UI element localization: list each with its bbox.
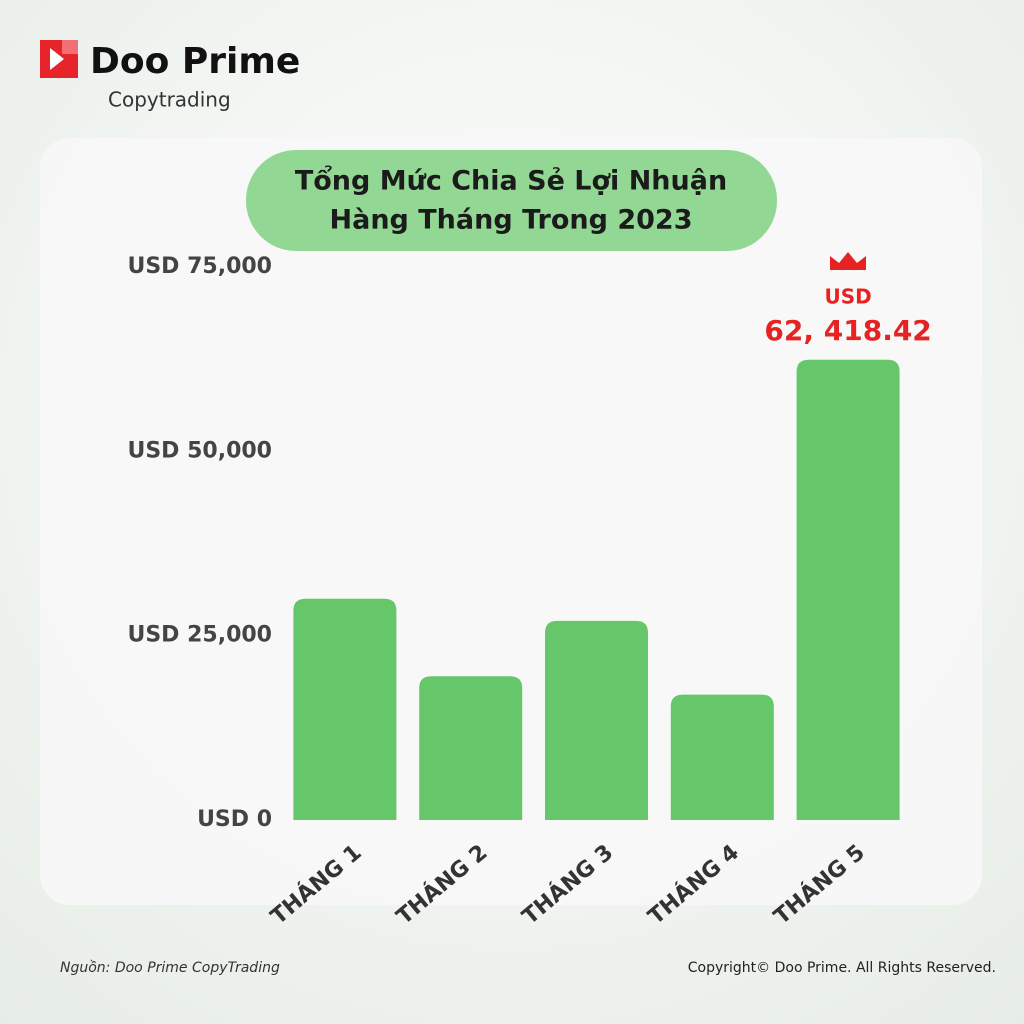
source-note: Nguồn: Doo Prime CopyTrading [60,959,280,976]
y-tick-label: USD 75,000 [127,254,272,279]
bar [419,676,523,820]
brand: Doo Prime [90,41,300,82]
bar [796,359,900,820]
chart-title: Tổng Mức Chia Sẻ Lợi Nhuận [295,164,727,197]
bar [545,620,648,820]
crown-icon [830,252,866,270]
logo-icon [40,40,78,78]
y-tick-label: USD 25,000 [127,623,272,648]
y-tick-label: USD 50,000 [127,438,272,463]
copyright: Copyright© Doo Prime. All Rights Reserve… [688,960,996,976]
value-label-unit: USD [824,284,871,308]
bar [293,598,397,820]
bar [670,694,774,820]
y-tick-label: USD 0 [197,807,272,832]
value-label: 62, 418.42 [764,314,931,347]
title-pill [246,150,777,251]
product: Copytrading [108,88,231,112]
chart-title: Hàng Tháng Trong 2023 [330,205,693,236]
